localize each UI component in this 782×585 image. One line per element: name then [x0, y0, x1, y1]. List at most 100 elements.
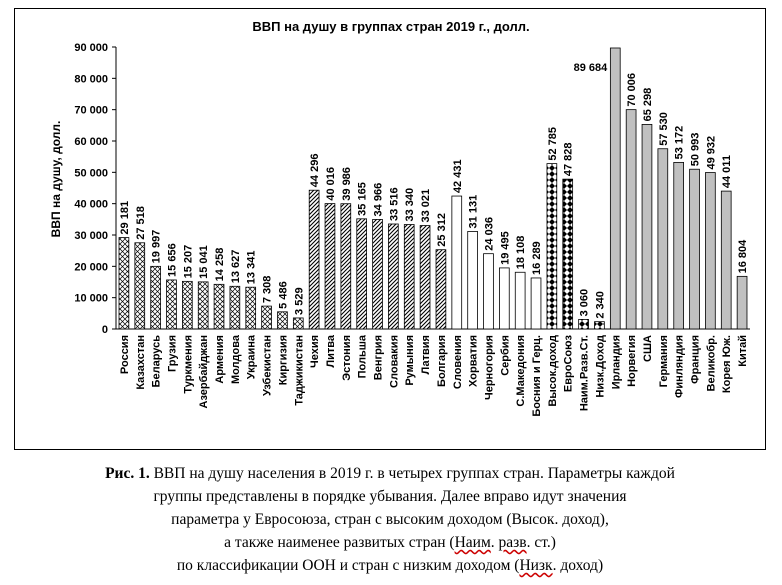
x-category-label: Азербайджан [198, 335, 210, 408]
bar-value-label: 19 495 [499, 231, 511, 265]
bar [673, 161, 684, 330]
bar [705, 172, 716, 330]
chart-frame: ВВП на душу в группах стран 2019 г., дол… [14, 8, 766, 450]
x-category-label: Киргизия [277, 335, 289, 385]
bar [546, 163, 558, 330]
x-category-label: Чехия [309, 335, 321, 368]
bar-value-label: 31 131 [468, 195, 480, 229]
x-category-label: США [642, 335, 654, 362]
y-axis-label: ВВП на душу, долл. [49, 121, 63, 238]
x-category-label: Туркмения [182, 335, 194, 394]
x-category-label: Болгария [436, 335, 448, 387]
bar [261, 305, 272, 330]
x-category-label: Норвегия [626, 335, 638, 387]
bar [689, 168, 700, 330]
bar-value-label: 7 308 [262, 276, 274, 304]
y-tick-label: 10 000 [74, 293, 108, 305]
bar-value-label: 34 966 [373, 183, 385, 217]
bar-value-label: 16 289 [531, 241, 543, 275]
x-category-label: Россия [119, 335, 131, 374]
bar-value-label: 52 785 [547, 127, 559, 161]
caption-figure-number: Рис. 1. [105, 465, 150, 482]
y-tick-label: 20 000 [74, 261, 108, 273]
bar-value-label: 47 828 [563, 142, 575, 176]
bar [736, 275, 748, 330]
caption-line-5: по классификации ООН и стран с низким до… [176, 557, 604, 574]
x-category-label: Польша [357, 334, 369, 378]
bar-value-label: 16 804 [737, 239, 749, 274]
bar-value-label: 39 986 [341, 167, 353, 201]
bar-value-label: 42 431 [452, 159, 464, 193]
y-tick-label: 80 000 [74, 73, 108, 85]
caption-line-4: а также наименее развитых стран (Наим. р… [224, 534, 556, 551]
x-category-label: Китай [737, 335, 749, 367]
bar-value-label: 29 181 [119, 201, 131, 235]
bar [356, 218, 367, 330]
bar-value-label: 24 036 [483, 217, 495, 251]
bar [213, 283, 225, 330]
bar-value-label: 15 656 [166, 243, 178, 277]
bar [388, 223, 399, 330]
x-category-label: Словакия [388, 335, 400, 388]
bar-value-label: 33 516 [388, 187, 400, 221]
bar-value-label: 2 340 [594, 291, 606, 319]
bar-value-label: 18 108 [515, 236, 527, 270]
x-category-label: Казахстан [135, 335, 147, 390]
x-category-label: Босния и Герц. [531, 335, 543, 417]
x-category-label: Ирландия [610, 335, 622, 389]
bar [182, 280, 193, 330]
x-category-label: Хорватия [468, 335, 480, 387]
bar [609, 47, 621, 330]
bar-value-label: 65 298 [642, 88, 654, 122]
bar [483, 253, 494, 330]
bar-value-label: 44 296 [309, 154, 321, 188]
y-tick-label: 0 [102, 324, 108, 336]
bar-value-label: 13 341 [246, 251, 258, 285]
bar-value-label: 40 016 [325, 167, 337, 201]
bar-value-label: 89 684 [574, 62, 609, 74]
x-category-label: Молдова [230, 334, 242, 384]
x-category-label: Сербия [499, 335, 511, 376]
bar [229, 285, 241, 330]
bar [562, 178, 574, 330]
x-category-label: Финляндия [674, 335, 686, 398]
x-category-label: Низк.Доход [594, 335, 606, 398]
bar [166, 279, 177, 330]
bar-value-label: 3 060 [579, 289, 591, 317]
bar-value-label: 3 529 [293, 287, 305, 315]
bar-value-label: 19 997 [151, 230, 163, 264]
x-category-label: Словения [452, 335, 464, 389]
x-category-label: Беларусь [151, 335, 163, 388]
bar [594, 321, 605, 330]
x-category-label: Франция [690, 335, 702, 384]
bar-value-label: 13 627 [230, 250, 242, 284]
y-tick-label: 30 000 [74, 230, 108, 242]
x-category-label: Черногория [483, 335, 495, 400]
bar [720, 190, 732, 330]
bar [514, 271, 526, 330]
x-category-label: Латвия [420, 335, 432, 374]
x-category-label: Узбекистан [262, 335, 274, 396]
x-category-label: Литва [325, 334, 337, 367]
bar-value-label: 25 312 [436, 213, 448, 247]
x-category-label: Венгрия [373, 335, 385, 380]
bar [467, 231, 478, 330]
y-tick-label: 40 000 [74, 199, 108, 211]
x-category-label: Украина [246, 334, 258, 379]
bar [657, 148, 669, 330]
bar-value-label: 53 172 [674, 126, 686, 160]
x-category-label: Таджикистан [293, 335, 305, 406]
bar-value-label: 33 021 [420, 189, 432, 223]
bar [150, 265, 161, 330]
bar [197, 281, 209, 330]
bar [245, 286, 257, 330]
x-category-label: Великобр. [705, 335, 717, 391]
caption-line-3: параметра у Евросоюза, стран с высоким д… [171, 511, 609, 528]
bar [324, 203, 336, 330]
bar [292, 317, 304, 330]
caption-line-2: группы представлены в порядке убывания. … [153, 488, 627, 505]
bar [340, 203, 352, 330]
bar [134, 242, 146, 330]
bar-value-label: 14 258 [214, 248, 226, 282]
bar [419, 225, 431, 330]
